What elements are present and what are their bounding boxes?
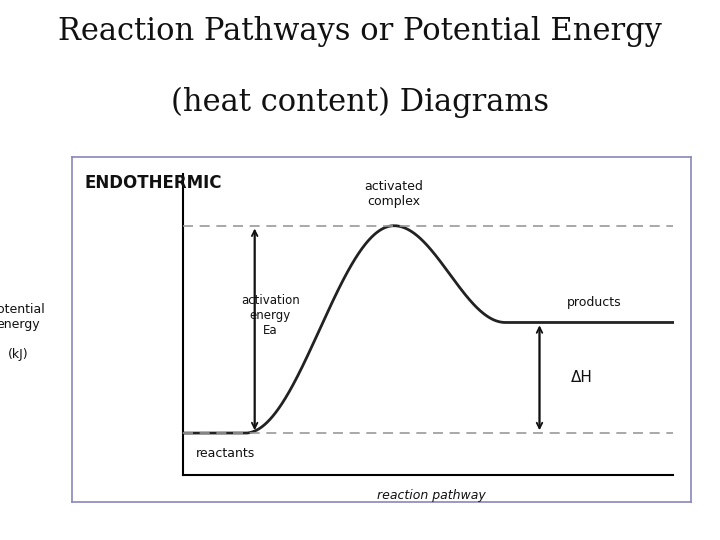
Text: ΔH: ΔH — [570, 370, 593, 385]
Text: ENDOTHERMIC: ENDOTHERMIC — [84, 174, 222, 192]
Text: activated
complex: activated complex — [364, 180, 423, 208]
Text: activation
energy
Ea: activation energy Ea — [240, 294, 300, 337]
Text: (heat content) Diagrams: (heat content) Diagrams — [171, 86, 549, 118]
Text: Reaction Pathways or Potential Energy: Reaction Pathways or Potential Energy — [58, 16, 662, 47]
Text: products: products — [567, 296, 622, 309]
Text: Potential
energy

(kJ): Potential energy (kJ) — [0, 303, 45, 361]
Text: reactants: reactants — [196, 447, 255, 460]
Text: reaction pathway: reaction pathway — [377, 489, 485, 502]
